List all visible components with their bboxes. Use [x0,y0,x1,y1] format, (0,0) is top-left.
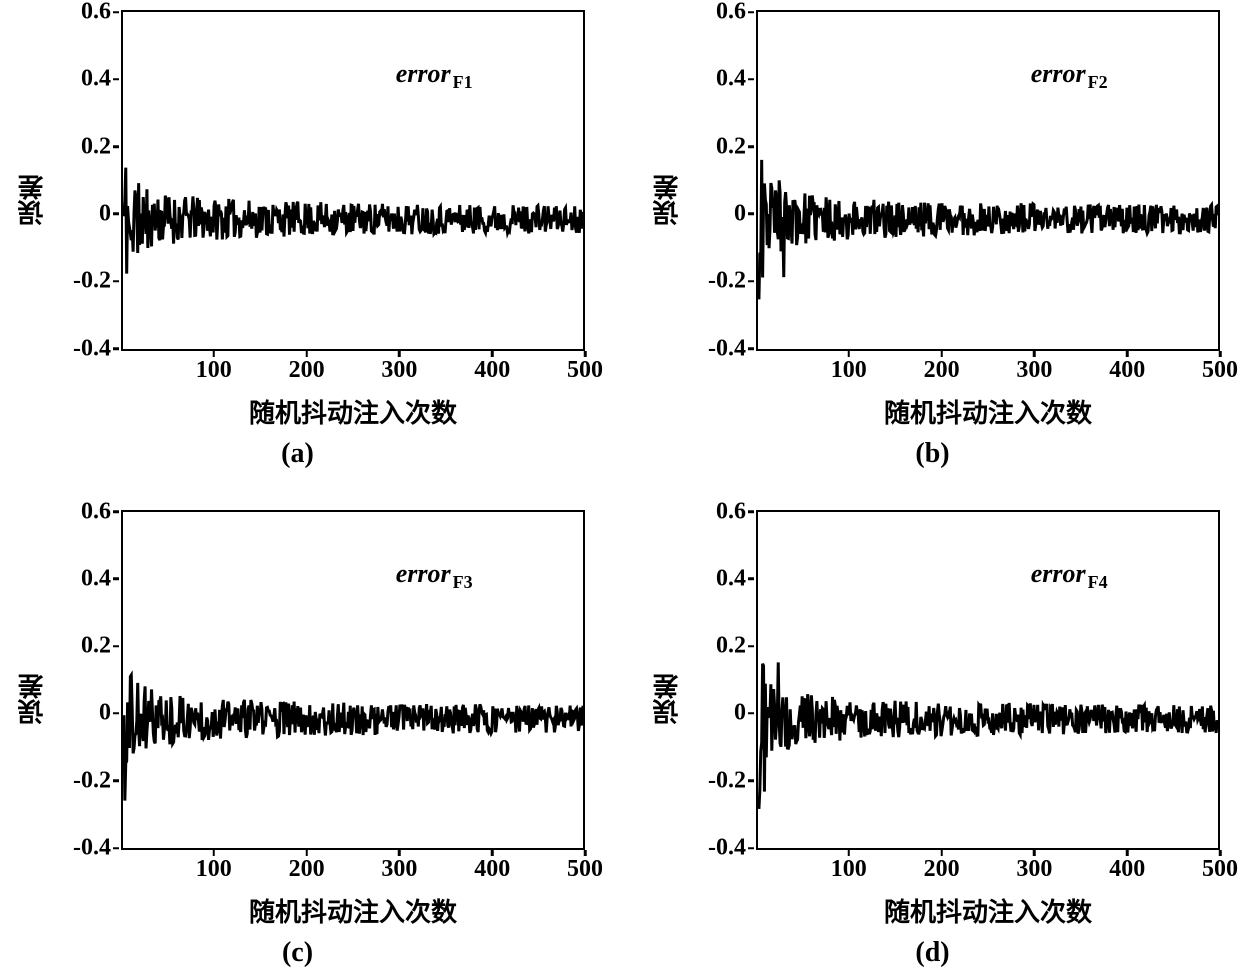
ytick: 0.6 [81,0,111,26]
xtick: 100 [196,856,232,883]
ytick: -0.2 [73,268,111,295]
subplot-caption: (c) [282,937,313,969]
ylabel: 误差 [645,174,686,226]
ytick: -0.4 [73,835,111,862]
xtick: 400 [474,856,510,883]
xtick: 200 [289,856,325,883]
ytick: -0.2 [708,767,746,794]
xtick: 500 [567,357,603,384]
ytick: 0 [99,200,111,227]
ytick: -0.4 [73,335,111,362]
plot-area: -0.4-0.200.20.40.6errorF1 [121,10,585,351]
series-label: errorF4 [1031,559,1108,593]
plot-area: -0.4-0.200.20.40.6errorF3 [121,510,585,851]
xtick: 200 [289,357,325,384]
subplot-caption: (a) [281,438,314,470]
xtick: 200 [924,856,960,883]
xtick: 300 [381,357,417,384]
panel-b: 误差-0.4-0.200.20.40.6errorF21002003004005… [645,10,1220,470]
xtick: 100 [831,357,867,384]
ylabel: 误差 [10,174,51,226]
ytick: 0.2 [81,133,111,160]
ytick: 0.6 [81,498,111,525]
ytick: 0.6 [716,498,746,525]
panel-d: 误差-0.4-0.200.20.40.6errorF41002003004005… [645,510,1220,970]
xtick: 300 [1016,357,1052,384]
ytick: -0.4 [708,335,746,362]
subplot-caption: (b) [915,438,949,470]
ytick: 0.2 [81,633,111,660]
xtick: 100 [196,357,232,384]
xtick: 300 [381,856,417,883]
plot-area: -0.4-0.200.20.40.6errorF4 [756,510,1220,851]
series-label: errorF1 [396,59,473,93]
subplot-caption: (d) [915,937,949,969]
error-series [759,160,1218,299]
error-series [759,662,1218,809]
ylabel: 误差 [645,673,686,725]
xtick: 400 [1109,357,1145,384]
ytick: 0.4 [716,66,746,93]
xtick: 300 [1016,856,1052,883]
ytick: -0.2 [73,767,111,794]
ytick: 0.4 [81,66,111,93]
xtick: 100 [831,856,867,883]
ytick: 0.2 [716,133,746,160]
xtick: 400 [1109,856,1145,883]
xtick: 200 [924,357,960,384]
ytick: 0.6 [716,0,746,26]
ytick: -0.2 [708,268,746,295]
xlabel: 随机抖动注入次数 [756,892,1220,929]
ytick: 0 [734,200,746,227]
ytick: 0 [734,700,746,727]
ytick: 0.4 [716,565,746,592]
ylabel: 误差 [10,673,51,725]
xtick: 500 [567,856,603,883]
xtick: 500 [1202,856,1238,883]
xlabel: 随机抖动注入次数 [121,892,585,929]
error-series [124,168,583,274]
ytick: -0.4 [708,835,746,862]
error-series [124,675,583,801]
panel-c: 误差-0.4-0.200.20.40.6errorF31002003004005… [10,510,585,970]
series-label: errorF2 [1031,59,1108,93]
xlabel: 随机抖动注入次数 [121,393,585,430]
plot-area: -0.4-0.200.20.40.6errorF2 [756,10,1220,351]
series-label: errorF3 [396,559,473,593]
ytick: 0.2 [716,633,746,660]
ytick: 0.4 [81,565,111,592]
xlabel: 随机抖动注入次数 [756,393,1220,430]
ytick: 0 [99,700,111,727]
xtick: 400 [474,357,510,384]
xtick: 500 [1202,357,1238,384]
panel-a: 误差-0.4-0.200.20.40.6errorF11002003004005… [10,10,585,470]
